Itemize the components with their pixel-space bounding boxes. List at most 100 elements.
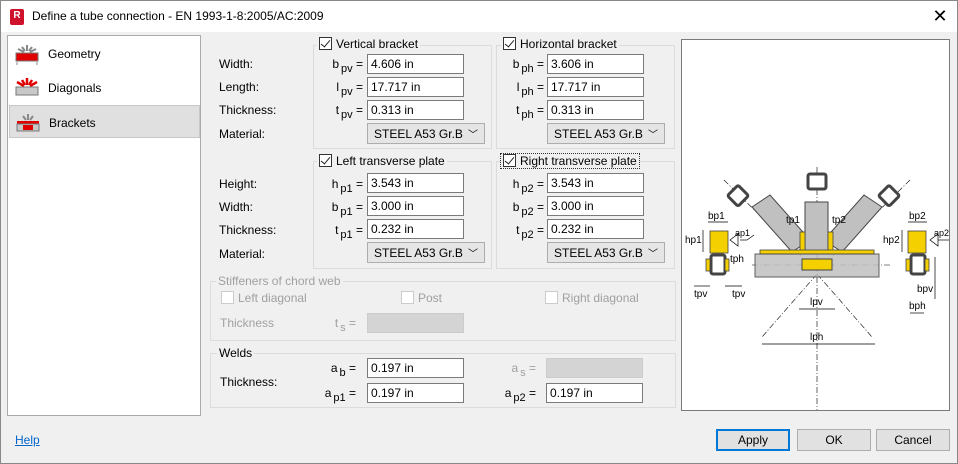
- lpv-symbol: l pv =: [336, 80, 363, 98]
- sidebar-item-label: Brackets: [49, 116, 96, 130]
- brackets-icon: [16, 114, 40, 132]
- material-label: Material:: [219, 127, 266, 141]
- height-label: Height:: [219, 177, 258, 191]
- tph-input[interactable]: 0.313 in: [547, 100, 644, 120]
- bpv-input[interactable]: 4.606 in: [367, 54, 464, 74]
- post-checkbox[interactable]: Post: [401, 291, 442, 305]
- sidebar-nav: Geometry Diagonals Brackets: [7, 35, 201, 416]
- thickness-label: Thickness:: [219, 223, 277, 237]
- weld-thickness-label: Thickness:: [220, 375, 278, 389]
- tpv-input[interactable]: 0.313 in: [367, 100, 464, 120]
- close-button[interactable]: ✕: [932, 6, 948, 26]
- ab-input[interactable]: 0.197 in: [367, 358, 464, 378]
- welds-group: [210, 353, 676, 408]
- diagonals-icon: [15, 78, 39, 96]
- checkbox-label: Right transverse plate: [520, 154, 637, 168]
- horizontal-material-select[interactable]: STEEL A53 Gr.B ﹀: [547, 123, 665, 144]
- checkbox[interactable]: [319, 154, 332, 167]
- diagonal-tubes: [751, 194, 883, 253]
- hp1-label: hp1: [685, 235, 702, 246]
- bp1-input[interactable]: 3.000 in: [367, 196, 464, 216]
- tp2-symbol: t p2 =: [516, 223, 544, 241]
- checkbox[interactable]: [503, 154, 516, 167]
- hp1-symbol: h p1 =: [331, 177, 363, 195]
- thickness-label: Thickness:: [219, 103, 277, 117]
- chevron-down-icon: ﹀: [648, 130, 658, 141]
- checkbox-label: Vertical bracket: [336, 37, 419, 51]
- horizontal-bracket-checkbox[interactable]: Horizontal bracket: [501, 37, 619, 51]
- vertical-bracket-checkbox[interactable]: Vertical bracket: [317, 37, 421, 51]
- hp2-input[interactable]: 3.543 in: [547, 173, 644, 193]
- stiffeners-group: [210, 281, 676, 341]
- tpv-left-label: tpv: [694, 289, 707, 300]
- ap1-symbol: a p1 =: [324, 386, 356, 404]
- ap2-label: ap2: [934, 228, 949, 238]
- tp1-input[interactable]: 0.232 in: [367, 219, 464, 239]
- connection-diagram: bp1 bp2 tp1 tp2 hp1 hp2 ap1 ap2 tph tpv …: [681, 39, 952, 411]
- bph-label: bph: [909, 301, 926, 312]
- left-diagonal-checkbox[interactable]: Left diagonal: [221, 291, 307, 305]
- ok-button[interactable]: OK: [797, 429, 871, 451]
- tp1-label: tp1: [786, 215, 800, 226]
- sidebar-item-geometry[interactable]: Geometry: [9, 37, 200, 70]
- width-label: Width:: [219, 57, 254, 71]
- bph-symbol: b ph =: [512, 57, 544, 75]
- as-input[interactable]: [546, 358, 643, 378]
- lph-label: lph: [810, 332, 823, 343]
- checkbox[interactable]: [503, 37, 516, 50]
- bph-input[interactable]: 3.606 in: [547, 54, 644, 74]
- help-link[interactable]: Help: [15, 433, 40, 447]
- vertical-material-select[interactable]: STEEL A53 Gr.B ﹀: [367, 123, 485, 144]
- chevron-down-icon: ﹀: [468, 249, 478, 260]
- bp1-symbol: b p1 =: [331, 200, 363, 218]
- bp1-label: bp1: [708, 211, 725, 222]
- material-label: Material:: [219, 247, 266, 261]
- right-plate-checkbox[interactable]: Right transverse plate: [500, 153, 640, 169]
- left-plate-checkbox[interactable]: Left transverse plate: [317, 154, 447, 168]
- cancel-button[interactable]: Cancel: [876, 429, 950, 451]
- hp2-label: hp2: [883, 235, 900, 246]
- lpv-label: lpv: [810, 297, 823, 308]
- window-title: Define a tube connection - EN 1993-1-8:2…: [32, 9, 324, 23]
- hp1-input[interactable]: 3.543 in: [367, 173, 464, 193]
- sidebar-item-label: Diagonals: [48, 81, 102, 95]
- tp2-input[interactable]: 0.232 in: [547, 219, 644, 239]
- bp2-label: bp2: [909, 211, 926, 222]
- checkbox-label: Left transverse plate: [336, 154, 445, 168]
- bp2-symbol: b p2 =: [512, 200, 544, 218]
- right-plate-material-select[interactable]: STEEL A53 Gr.B ﹀: [547, 242, 665, 263]
- ts-input[interactable]: [367, 313, 464, 333]
- chevron-down-icon: ﹀: [468, 130, 478, 141]
- welds-title: Welds: [217, 346, 255, 360]
- sidebar-item-diagonals[interactable]: Diagonals: [9, 71, 200, 104]
- ap1-label: ap1: [735, 228, 750, 238]
- right-diagonal-checkbox[interactable]: Right diagonal: [545, 291, 639, 305]
- stiffener-thickness-label: Thickness: [220, 316, 275, 330]
- bpv-symbol: b pv =: [332, 57, 363, 75]
- left-plate-material-select[interactable]: STEEL A53 Gr.B ﹀: [367, 242, 485, 263]
- ap1-input[interactable]: 0.197 in: [367, 383, 464, 403]
- ap2-symbol: a p2 =: [504, 386, 536, 404]
- lpv-input[interactable]: 17.717 in: [367, 77, 464, 97]
- app-icon: R: [10, 9, 24, 25]
- lph-input[interactable]: 17.717 in: [547, 77, 644, 97]
- geometry-icon: [15, 45, 39, 65]
- bp2-input[interactable]: 3.000 in: [547, 196, 644, 216]
- chevron-down-icon: ﹀: [648, 249, 658, 260]
- tpv-symbol: t pv =: [335, 103, 363, 121]
- tpv-right-label: tpv: [732, 289, 745, 300]
- sidebar-item-brackets[interactable]: Brackets: [9, 105, 200, 138]
- ap2-input[interactable]: 0.197 in: [546, 383, 643, 403]
- hp2-symbol: h p2 =: [512, 177, 544, 195]
- stiffeners-title: Stiffeners of chord web: [216, 274, 343, 288]
- tp1-symbol: t p1 =: [335, 223, 363, 241]
- tph-symbol: t ph =: [516, 103, 544, 121]
- checkbox[interactable]: [319, 37, 332, 50]
- sidebar-item-label: Geometry: [48, 47, 101, 61]
- width-label: Width:: [219, 200, 254, 214]
- lph-symbol: l ph =: [516, 80, 544, 98]
- apply-button[interactable]: Apply: [716, 429, 790, 451]
